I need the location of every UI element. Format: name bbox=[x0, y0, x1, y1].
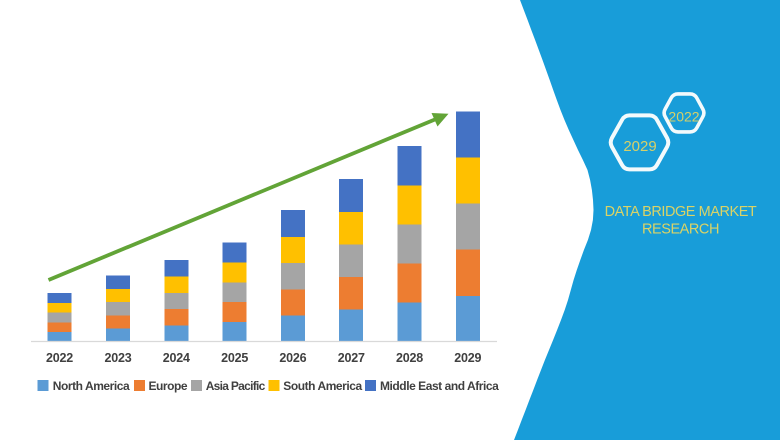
svg-text:2027: 2027 bbox=[338, 351, 365, 365]
svg-text:DATA BRIDGE MARKET: DATA BRIDGE MARKET bbox=[605, 204, 757, 220]
svg-text:North America: North America bbox=[53, 379, 130, 393]
svg-text:2023: 2023 bbox=[104, 351, 131, 365]
svg-text:2022: 2022 bbox=[46, 351, 73, 365]
svg-text:RESEARCH: RESEARCH bbox=[642, 222, 719, 238]
svg-text:Europe: Europe bbox=[149, 379, 188, 393]
svg-text:2026: 2026 bbox=[279, 351, 306, 365]
svg-text:2024: 2024 bbox=[163, 351, 190, 365]
svg-text:2029: 2029 bbox=[623, 138, 656, 155]
svg-text:South America: South America bbox=[283, 379, 362, 393]
svg-text:2029: 2029 bbox=[454, 351, 481, 365]
svg-text:2022: 2022 bbox=[668, 109, 699, 125]
svg-text:2025: 2025 bbox=[221, 351, 248, 365]
svg-text:2028: 2028 bbox=[396, 351, 423, 365]
svg-text:Asia Pacific: Asia Pacific bbox=[206, 379, 266, 393]
svg-text:Middle East and Africa: Middle East and Africa bbox=[380, 379, 499, 393]
